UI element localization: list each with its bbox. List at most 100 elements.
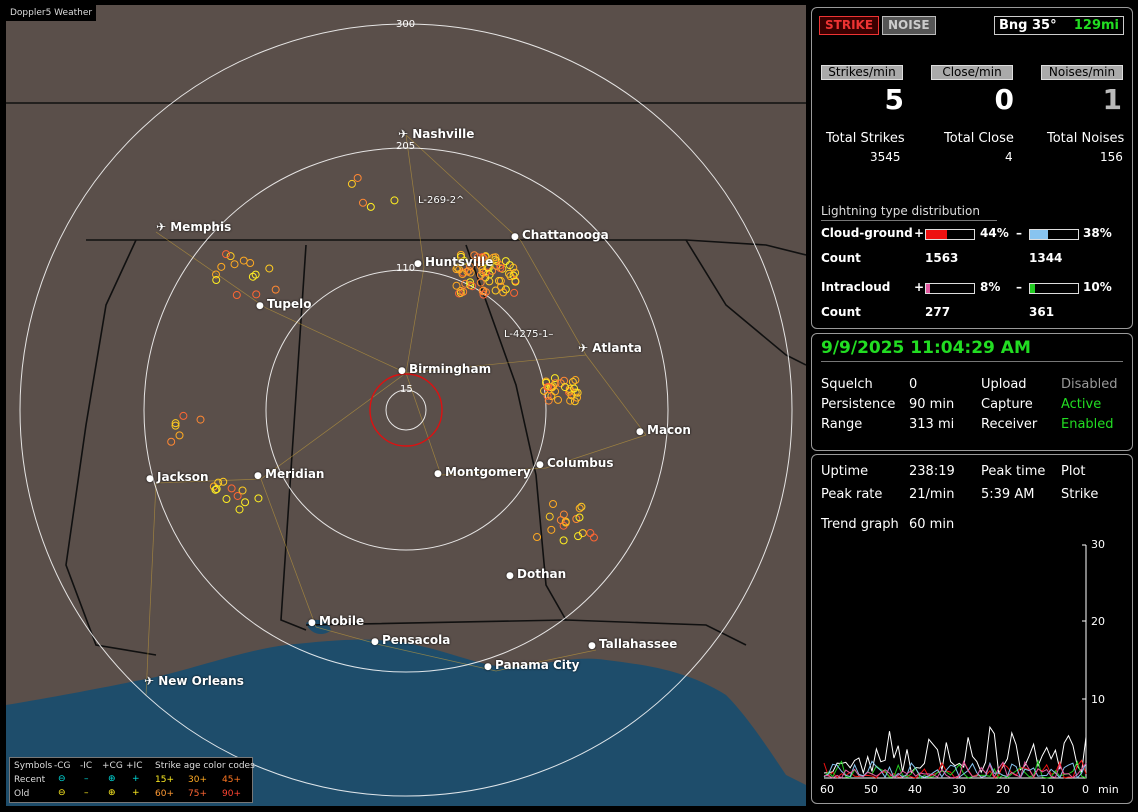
roads <box>145 134 647 696</box>
trend-line <box>823 760 1087 779</box>
strike-marker <box>566 396 575 405</box>
x-unit: min <box>1098 783 1119 796</box>
strike-marker <box>501 257 510 266</box>
strike-marker <box>455 265 464 274</box>
persistence-label: Persistence <box>821 397 896 412</box>
state-borders <box>6 102 806 656</box>
strike-marker <box>497 282 506 291</box>
trend-lines <box>823 725 1087 779</box>
range-value: 313 mi <box>909 417 955 432</box>
svg-text:15: 15 <box>400 384 413 395</box>
city-label: Memphis <box>170 220 232 234</box>
total-close: 4 <box>1005 150 1013 164</box>
strike-marker <box>359 198 368 207</box>
datetime: 9/9/2025 11:04:29 AM <box>821 338 1031 358</box>
strike-marker <box>212 276 221 285</box>
cg-positive-count: 1563 <box>925 251 959 265</box>
strike-marker <box>479 290 488 299</box>
strike-marker <box>544 396 553 405</box>
strike-marker <box>574 532 583 541</box>
x-tick-60: 60 <box>820 783 834 796</box>
strike-marker <box>466 278 475 287</box>
total-close-label: Total Close <box>944 131 1014 146</box>
city-label: Meridian <box>265 467 325 481</box>
strike-marker <box>485 277 494 286</box>
strike-markers <box>167 173 598 545</box>
city-panama-city: ● Panama City <box>484 658 579 672</box>
strike-marker <box>481 288 490 297</box>
strike-marker <box>222 250 231 259</box>
lightning-map[interactable]: 300 205 110 15 Doppler5 Weather ✈ Nashvi… <box>6 5 806 806</box>
close-ring <box>369 373 443 447</box>
total-noises-label: Total Noises <box>1047 131 1125 146</box>
city-meridian: ● Meridian <box>254 467 324 481</box>
plot-label: Plot <box>1061 464 1086 479</box>
city-dot-icon: ● <box>506 571 517 581</box>
peak-time-value: 5:39 AM <box>981 487 1035 502</box>
city-atlanta: ✈ Atlanta <box>578 341 642 355</box>
city-new-orleans: ✈ New Orleans <box>144 674 244 688</box>
receiver-label: Receiver <box>981 417 1038 432</box>
rates-panel: STRIKE NOISE Bng 35° 129mi Strikes/min C… <box>811 7 1133 329</box>
city-dot-icon: ● <box>254 471 265 481</box>
noise-mode-button[interactable]: NOISE <box>882 16 936 35</box>
strike-marker <box>478 287 487 296</box>
cg-negative-pct: 38% <box>1083 226 1112 240</box>
strike-marker <box>476 278 485 287</box>
strike-marker <box>222 495 231 504</box>
strike-marker <box>549 500 558 509</box>
strike-marker <box>252 290 261 299</box>
total-strikes-label: Total Strikes <box>826 131 905 146</box>
trend-value[interactable]: 60 min <box>909 517 955 532</box>
map-canvas: 300 205 110 15 <box>6 19 806 806</box>
ic-positive-count: 277 <box>925 305 951 319</box>
cg-count-label: Count <box>821 251 861 265</box>
strike-marker <box>510 288 519 297</box>
strike-marker <box>559 536 568 545</box>
capture-value: Active <box>1061 397 1102 412</box>
strike-marker <box>232 291 241 300</box>
strike-marker <box>254 494 263 503</box>
city-label: Chattanooga <box>522 228 609 242</box>
strike-marker <box>550 374 559 383</box>
strike-marker <box>475 257 484 266</box>
persistence-value: 90 min <box>909 397 955 412</box>
strike-marker <box>238 486 247 495</box>
strike-marker <box>196 415 205 424</box>
ic-positive-pct: 8% <box>980 280 1001 294</box>
strike-mode-button[interactable]: STRIKE <box>819 16 880 35</box>
city-nashville: ✈ Nashville <box>398 127 474 141</box>
strike-marker <box>551 387 560 396</box>
city-label: Columbus <box>547 456 614 470</box>
city-pensacola: ● Pensacola <box>371 633 450 647</box>
city-label: Birmingham <box>409 362 492 376</box>
strike-marker <box>586 529 595 538</box>
plot-value[interactable]: Strike <box>1061 487 1099 502</box>
y-tick-20: 20 <box>1091 615 1105 628</box>
city-label: Panama City <box>495 658 580 672</box>
svg-text:300: 300 <box>396 19 415 30</box>
upload-value: Disabled <box>1061 377 1118 392</box>
cloud-ground-label: Cloud-ground <box>821 226 913 240</box>
strike-marker <box>575 504 584 513</box>
strike-marker <box>171 419 180 428</box>
strike-marker <box>463 267 472 276</box>
city-label: Tallahassee <box>599 637 678 651</box>
ic-negative-bar <box>1029 283 1079 294</box>
strike-marker <box>233 491 242 500</box>
strike-marker <box>533 533 542 542</box>
city-dot-icon: ● <box>636 427 647 437</box>
city-label: Huntsville <box>425 255 494 269</box>
strike-marker <box>554 395 563 404</box>
strike-marker <box>226 252 235 261</box>
total-strikes: 3545 <box>870 150 901 164</box>
strike-marker <box>353 173 362 182</box>
strike-marker <box>217 262 226 271</box>
strike-marker <box>544 382 553 391</box>
city-dot-icon: ● <box>398 366 409 376</box>
trend-graph: 30 20 10 60 50 40 30 20 10 0 min <box>820 538 1119 796</box>
ic-count-label: Count <box>821 305 861 319</box>
strike-marker <box>251 270 260 279</box>
strike-marker <box>219 477 228 486</box>
city-label: Dothan <box>517 567 567 581</box>
